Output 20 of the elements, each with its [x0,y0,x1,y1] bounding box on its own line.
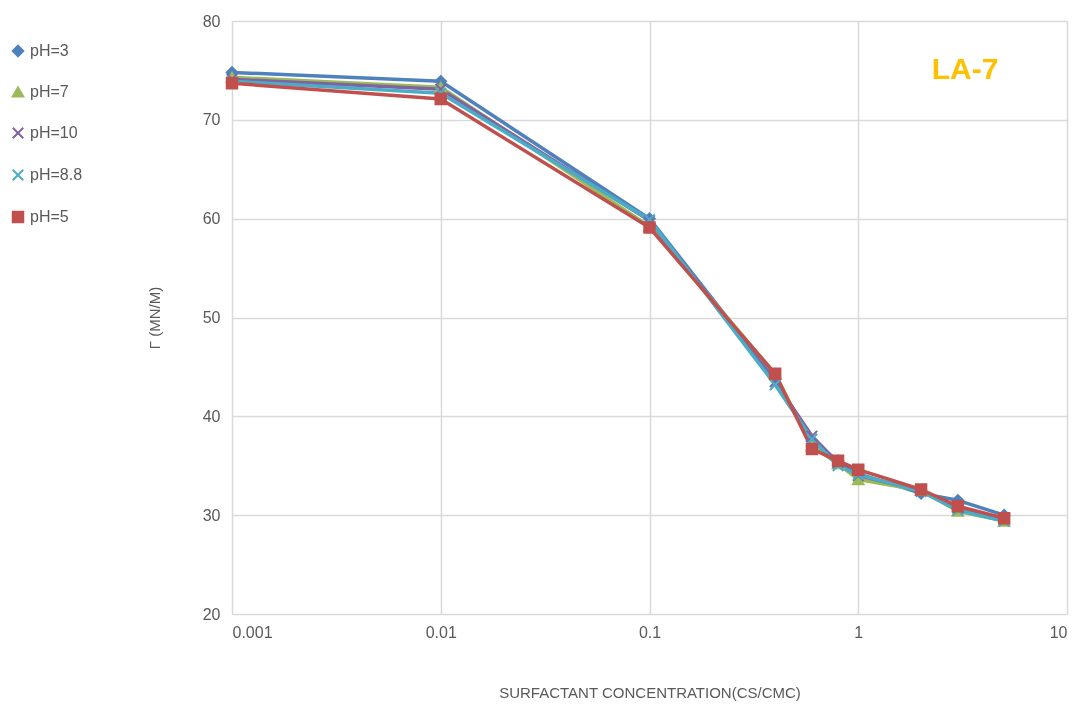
x-tick-label: 1 [854,623,864,641]
legend-label: pH=8.8 [30,166,83,183]
y-tick-label: 20 [202,605,221,623]
y-tick-label: 70 [202,111,221,129]
x-tick-label: 10 [1049,623,1068,641]
y-tick-label: 50 [202,309,221,326]
y-tick-label: 60 [202,210,221,228]
annotation: LA-7 [931,52,999,85]
x-axis-title: SURFACTANT CONCENTRATION(CS/CMC) [499,683,801,701]
legend-label: pH=3 [30,42,69,59]
legend-label: pH=7 [30,83,69,100]
x-tick-label: 0.1 [638,623,662,641]
y-tick-label: 40 [202,407,221,425]
x-tick-label: 0.01 [425,623,457,641]
y-tick-label: 30 [202,506,221,524]
legend-label: pH=5 [30,208,69,225]
y-axis-title: Γ (MN/M) [145,286,163,350]
y-tick-label: 80 [202,12,221,30]
x-tick-label: 0.001 [232,623,273,641]
legend-label: pH=10 [30,124,78,141]
